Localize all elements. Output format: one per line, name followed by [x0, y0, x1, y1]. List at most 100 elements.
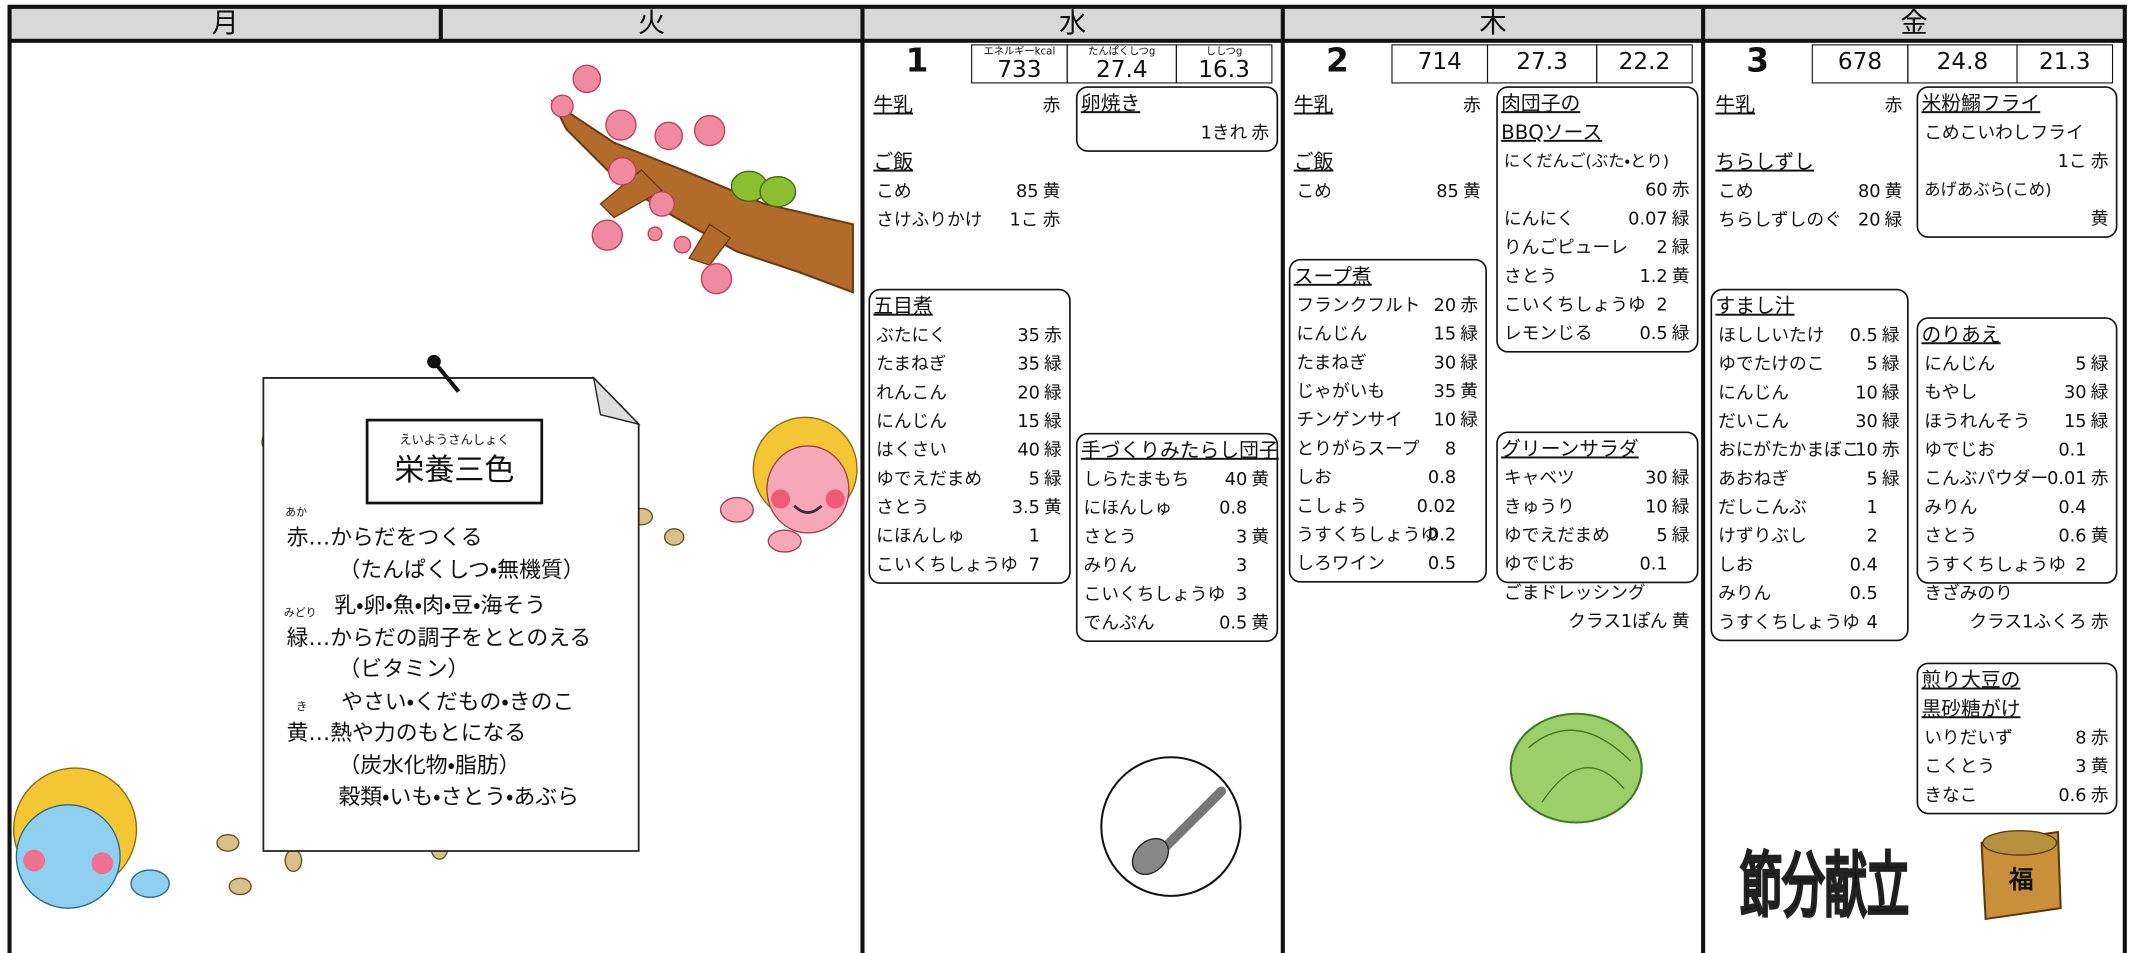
ingredient-name: じゃがいも [1296, 381, 1385, 402]
ingredient-name: さとう [1504, 267, 1557, 287]
ingredient-amount: 5 [1656, 526, 1667, 546]
ingredient-amount: 2 [2075, 555, 2086, 575]
dish-box [1916, 317, 2118, 584]
ingredient-name: あおねぎ [1718, 468, 1789, 489]
ingredient-amount: 4 [1867, 613, 1878, 633]
ingredient-amount: 20 [1434, 296, 1457, 316]
table-frame [7, 4, 2127, 953]
panel-line: やさい・くだもの・きのこ [341, 690, 574, 715]
ruby: あか [285, 506, 307, 519]
ingredient-name: さとう [1924, 527, 1977, 547]
masu-box [1980, 829, 2062, 921]
dish-name: グリーンサラダ [1501, 438, 1639, 461]
food-group: 緑 [2091, 411, 2109, 432]
nutrient-label: エネルギーkcal [984, 46, 1056, 58]
food-group: 緑 [1460, 410, 1478, 431]
food-group: 赤 [2091, 727, 2109, 748]
food-group: 赤 [1882, 440, 1900, 461]
ingredient-name: こんぶパウダー [1924, 468, 2048, 489]
ingredient-name: みりん [1718, 584, 1771, 604]
nutrient-value: 733 [997, 57, 1041, 83]
nutrient-value: 678 [1838, 49, 1882, 75]
ingredient-name: うすくちしょうゆ [1718, 613, 1860, 633]
ingredient-name: だしこんぶ [1718, 498, 1807, 518]
ingredient-amount: 30 [2064, 383, 2087, 403]
ingredient-amount: 3 [2075, 757, 2086, 777]
ingredient-amount: 0.2 [1428, 526, 1456, 546]
food-group: 緑 [1672, 208, 1690, 229]
ingredient-name: にほんしゅ [1084, 499, 1173, 519]
day-header: 水 [1059, 8, 1086, 39]
food-group: 緑 [1885, 210, 1903, 231]
nutrient-value: 27.3 [1516, 49, 1568, 75]
panel-line: （たんぱくしつ・無機質） [338, 558, 584, 583]
food-group: 緑 [1672, 525, 1690, 546]
masu-label: 福 [2008, 865, 2034, 894]
ingredient-amount: 5 [1867, 469, 1878, 489]
dish-box [1288, 258, 1487, 583]
food-group: 黄 [1251, 469, 1269, 490]
dish-box [1916, 662, 2118, 815]
panel-line: 乳・卵・魚・肉・豆・海そう [334, 593, 546, 618]
ingredient-name: にんじん [1718, 383, 1789, 403]
dish-box [1916, 86, 2118, 238]
ingredient-name: ちらしずしのぐ [1718, 210, 1842, 231]
ingredient-name: こめ [1296, 182, 1331, 202]
nutrient-cell [1596, 44, 1693, 84]
nutrient-label: ししつg [1206, 46, 1243, 58]
ingredient-name: みりん [1924, 498, 1977, 518]
food-group: 緑 [1882, 382, 1900, 403]
ingredient-amount: 30 [1434, 353, 1457, 373]
ingredient-name: りんごピューレ [1504, 237, 1628, 258]
food-group: 緑 [1672, 496, 1690, 517]
food-group: 緑 [1460, 324, 1478, 345]
ingredient-amount: 0.1 [2058, 441, 2086, 461]
ingredient-name: だいこん [1718, 412, 1789, 432]
ingredient-amount: 0.1 [1639, 555, 1667, 575]
ingredient-amount: 10 [1645, 497, 1668, 517]
ingredient-name: ゆでじお [1504, 555, 1575, 575]
ingredient-amount: 10 [1855, 441, 1878, 461]
ingredient-amount: 35 [1434, 382, 1457, 402]
ingredient-amount: 0.07 [1628, 209, 1667, 229]
dish-name: BBQソース [1501, 121, 1602, 144]
ingredient-name: たまねぎ [1296, 352, 1366, 373]
ingredient-amount: 8 [2075, 728, 2086, 748]
day-header: 火 [638, 8, 665, 39]
ingredient-amount: 35 [1017, 355, 1040, 375]
nutrition-paper [262, 354, 641, 852]
food-group: 黄 [1463, 181, 1481, 202]
dish-name: すまし汁 [1715, 295, 1794, 318]
ingredient-amount: 0.5 [1850, 584, 1878, 604]
ingredient-amount: 60 [1645, 181, 1668, 201]
dish-name: 米粉鰯フライ [1921, 92, 2040, 115]
ingredient-name: こいくちしょうゆ [1084, 585, 1226, 605]
date-number: 3 [1746, 42, 1769, 80]
food-group: 黄 [1044, 497, 1062, 518]
ingredient-amount: 0.4 [1850, 555, 1878, 575]
ingredient-name: きなこ [1924, 786, 1977, 806]
ingredient-name: レモンじる [1504, 324, 1593, 344]
date-number: 1 [906, 42, 929, 80]
ingredient-name: さとう [876, 498, 929, 518]
ingredient-amount: クラス1ぽん [1568, 611, 1668, 632]
food-group: 緑 [1882, 325, 1900, 346]
ingredient-name: しらたまもち [1084, 470, 1190, 490]
ingredient-amount: 0.8 [1219, 499, 1247, 519]
ingredient-amount: 3 [1236, 585, 1247, 605]
ingredient-name: チンゲンサイ [1296, 410, 1402, 431]
ingredient-name: おにがたかまぼこ [1718, 440, 1859, 461]
nutrient-value: 714 [1418, 49, 1462, 75]
ingredient-name: さけふりかけ [876, 211, 982, 231]
panel-line: 赤…からだをつくる [287, 525, 483, 550]
food-group: 緑 [1672, 323, 1690, 344]
ingredient-amount: 30 [1855, 412, 1878, 432]
ingredient-amount: 3.5 [1012, 498, 1040, 518]
ingredient-name: とりがらスープ [1296, 438, 1419, 459]
ingredient-amount: 1.2 [1639, 267, 1667, 287]
ruby: みどり [284, 606, 317, 619]
ingredient-name: たまねぎ [876, 354, 946, 375]
dish-name: 五目煮 [873, 295, 932, 318]
